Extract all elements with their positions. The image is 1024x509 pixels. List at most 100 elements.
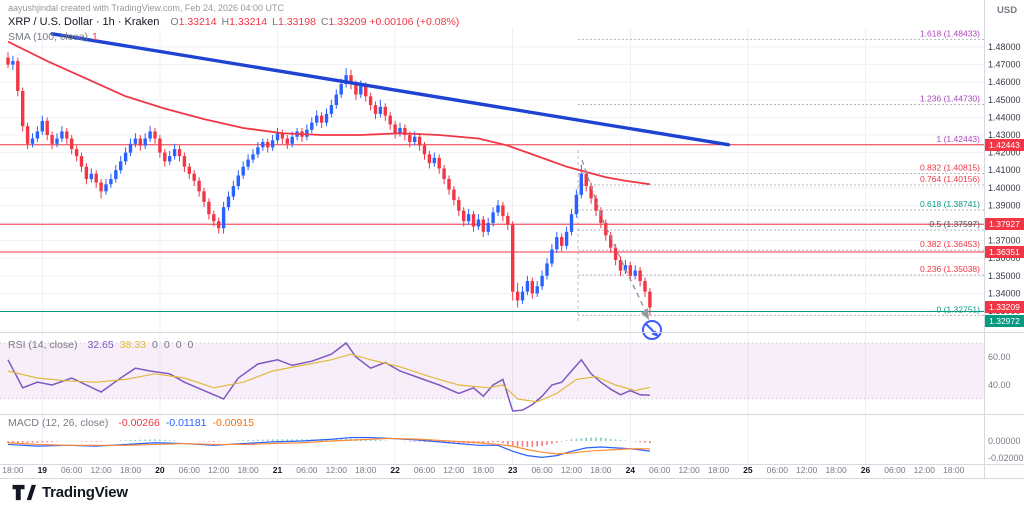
time-axis-label: 18:00 xyxy=(708,465,730,475)
low-value: 1.33198 xyxy=(277,16,316,28)
time-axis-label: 25 xyxy=(743,465,753,475)
sma-label: SMA (100, close) xyxy=(8,31,88,43)
symbol-legend[interactable]: XRP / U.S. Dollar · 1h · Kraken O1.33214 H… xyxy=(8,16,459,28)
price-tag: 1.36351 xyxy=(985,246,1024,258)
sma-value: 1 xyxy=(91,31,98,43)
rsi-line xyxy=(7,341,650,412)
time-axis-label: 12:00 xyxy=(561,465,583,475)
indicator-value: -0.01181 xyxy=(165,417,207,429)
fib-level-label: 0.5 (1.37597) xyxy=(929,219,980,229)
price-tag: 1.33209 xyxy=(985,301,1024,313)
time-axis-label: 06:00 xyxy=(884,465,906,475)
close-value: 1.33209 xyxy=(328,16,367,28)
indicator-value: 0 xyxy=(187,339,194,351)
time-axis-label: 24 xyxy=(626,465,636,475)
rsi-axis-label: 60.00 xyxy=(988,352,1011,362)
rsi-values: 32.65 38.33 0 0 0 0 xyxy=(81,339,193,351)
time-axis-label: 12:00 xyxy=(914,465,936,475)
fib-level-label: 0.764 (1.40156) xyxy=(920,174,980,184)
time-axis-label: 12:00 xyxy=(208,465,230,475)
time-axis-label: 06:00 xyxy=(767,465,789,475)
time-axis-label: 18:00 xyxy=(2,465,24,475)
time-axis-label: 18:00 xyxy=(355,465,377,475)
panel-separators xyxy=(0,0,1024,479)
tradingview-logo[interactable]: TradingView xyxy=(12,484,128,501)
grid xyxy=(0,28,984,464)
currency-label: USD xyxy=(997,5,1017,16)
time-axis-label: 12:00 xyxy=(90,465,112,475)
time-axis-label: 18:00 xyxy=(120,465,142,475)
indicator-value: 0 xyxy=(175,339,182,351)
tradingview-logo-icon xyxy=(12,484,36,501)
sma-line[interactable] xyxy=(7,40,651,186)
descending-trendline[interactable] xyxy=(50,32,730,147)
svg-text:1.42443: 1.42443 xyxy=(989,140,1020,150)
fib-level-label: 1.618 (1.48433) xyxy=(920,28,980,38)
symbol-title: XRP / U.S. Dollar · 1h · Kraken xyxy=(8,16,160,28)
time-axis-label: 18:00 xyxy=(590,465,612,475)
open-label: O xyxy=(170,16,179,28)
sma-legend[interactable]: SMA (100, close) 1 xyxy=(8,31,98,43)
macd-legend[interactable]: MACD (12, 26, close) -0.00266 -0.01181 -0.0… xyxy=(8,417,254,429)
attribution: aayushjindal created with TradingView.co… xyxy=(8,3,284,13)
price-tag: 1.32972 xyxy=(985,315,1024,327)
low-label: L xyxy=(272,16,278,28)
circle-arrow-annotation[interactable] xyxy=(642,320,662,340)
macd-label: MACD (12, 26, close) xyxy=(8,417,109,429)
time-axis-label: 23 xyxy=(508,465,518,475)
time-axis-label: 12:00 xyxy=(326,465,348,475)
price-axis-label: 1.36000 xyxy=(988,253,1021,263)
macd-axis-label: -0.02000 xyxy=(988,453,1024,463)
change-value: +0.00106 (+0.08%) xyxy=(369,16,460,28)
time-axis-label: 06:00 xyxy=(414,465,436,475)
svg-text:1.33209: 1.33209 xyxy=(989,302,1020,312)
time-axis-label: 12:00 xyxy=(678,465,700,475)
price-axis-label: 1.41000 xyxy=(988,165,1021,175)
price-axis-label: 1.35000 xyxy=(988,271,1021,281)
svg-text:1.37927: 1.37927 xyxy=(989,219,1020,229)
fib-level-label: 0.832 (1.40815) xyxy=(920,162,980,172)
price-axis-label: 1.34000 xyxy=(988,288,1021,298)
time-axis-label: 19 xyxy=(38,465,48,475)
svg-text:1.36351: 1.36351 xyxy=(989,247,1020,257)
time-axis-label: 18:00 xyxy=(237,465,259,475)
candlesticks xyxy=(6,52,652,316)
time-axis-label: 06:00 xyxy=(179,465,201,475)
time-axis-label: 06:00 xyxy=(296,465,318,475)
indicator-value: -0.00266 xyxy=(118,417,160,429)
time-axis-label: 06:00 xyxy=(531,465,553,475)
time-axis-label: 22 xyxy=(390,465,400,475)
indicator-value: 0 xyxy=(152,339,158,351)
time-axis-label: 12:00 xyxy=(796,465,818,475)
price-axis-label: 1.46000 xyxy=(988,77,1021,87)
time-axis-label: 12:00 xyxy=(443,465,465,475)
price-axis-label: 1.44000 xyxy=(988,112,1021,122)
rsi-band xyxy=(0,343,984,399)
macd-signal-line xyxy=(7,437,650,455)
rsi-ma-line xyxy=(7,353,651,403)
decline-arrow-annotation[interactable] xyxy=(581,159,649,320)
rsi-axis-label: 40.00 xyxy=(988,380,1011,390)
price-axis-label: 1.42000 xyxy=(988,148,1021,158)
time-axis-label: 06:00 xyxy=(649,465,671,475)
fib-retracement[interactable] xyxy=(577,38,984,322)
time-axis-label: 06:00 xyxy=(61,465,83,475)
time-axis-label: 18:00 xyxy=(825,465,847,475)
indicator-value: 0 xyxy=(163,339,170,351)
fib-level-label: 1.236 (1.44730) xyxy=(920,94,980,104)
indicator-value: -0.00915 xyxy=(212,417,254,429)
rsi-legend[interactable]: RSI (14, close) 32.65 38.33 0 0 0 0 xyxy=(8,339,193,351)
price-axis-label: 1.43000 xyxy=(988,130,1021,140)
price-axis-label: 1.45000 xyxy=(988,95,1021,105)
high-value: 1.33214 xyxy=(229,16,268,28)
fib-level-label: 0.618 (1.38741) xyxy=(920,199,980,209)
open-value: 1.33214 xyxy=(178,16,217,28)
macd-axis-label: 0.00000 xyxy=(988,436,1021,446)
tradingview-logo-text: TradingView xyxy=(42,484,128,501)
rsi-label: RSI (14, close) xyxy=(8,339,78,351)
price-axis-label: 1.47000 xyxy=(988,60,1021,70)
fib-level-label: 1 (1.42443) xyxy=(937,134,981,144)
time-axis-label: 21 xyxy=(273,465,283,475)
